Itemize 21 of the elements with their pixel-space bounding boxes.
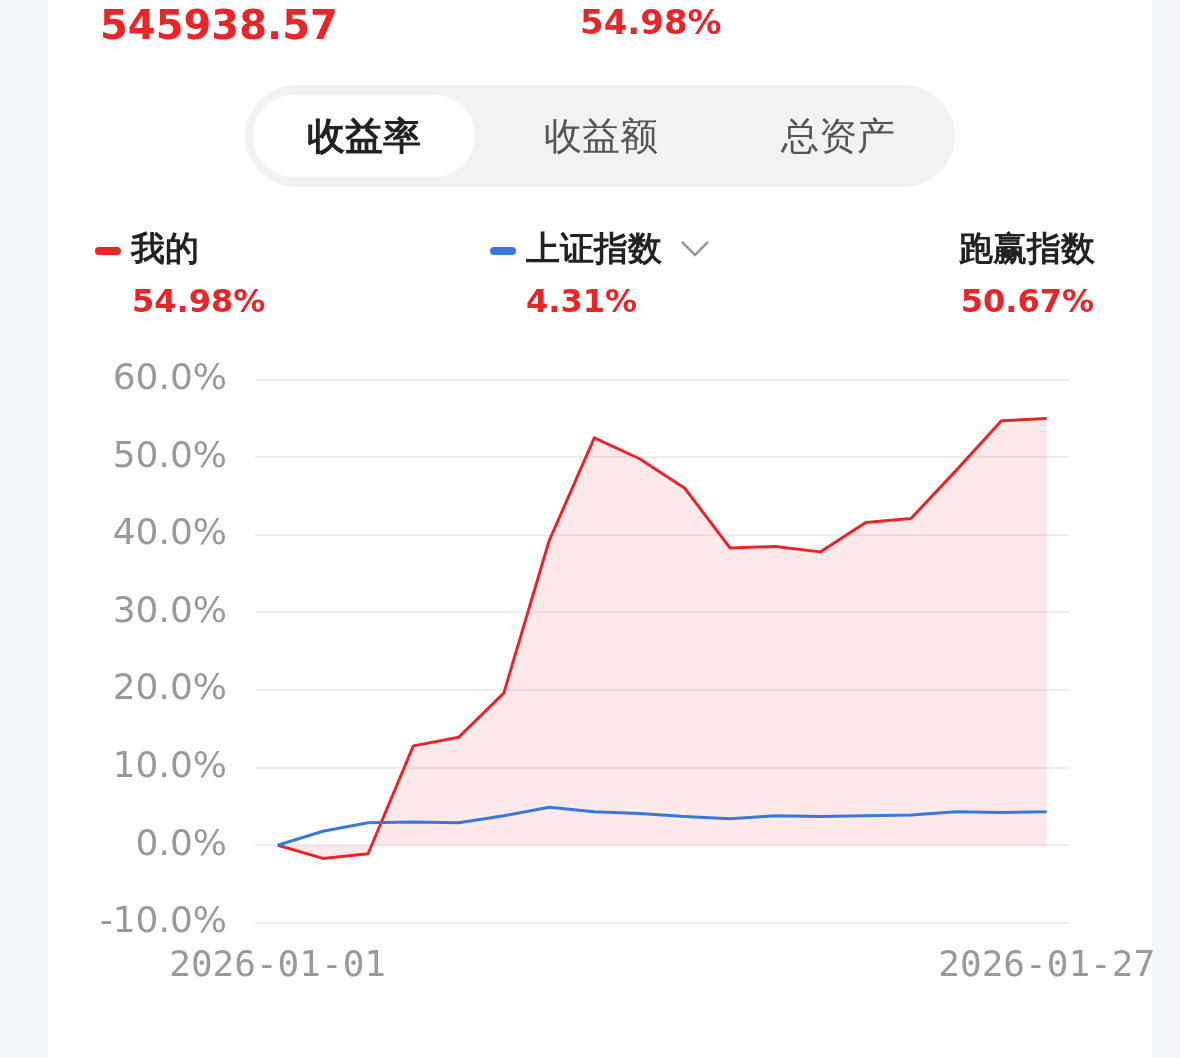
y-tick-label: 20.0% (112, 666, 227, 708)
text: 收益率 (253, 95, 475, 177)
text: 总资产 (780, 113, 896, 160)
y-tick-label: 60.0% (112, 355, 227, 397)
text: 545938.57 (100, 2, 338, 48)
y-tick-label: 50.0% (112, 433, 227, 475)
y-tick-label: 40.0% (112, 511, 227, 553)
y-tick-label: 0.0% (135, 821, 227, 863)
x-tick-label: 2026-01-27 (938, 942, 1156, 984)
text: 54.98% (580, 2, 722, 42)
x-tick-label: 2026-01-01 (169, 942, 386, 984)
text: 收益额 (543, 113, 659, 160)
legend-label: 我的 (129, 227, 199, 270)
text: 跑赢指数 (959, 227, 1095, 270)
y-tick-label: -10.0% (99, 899, 227, 941)
text: 50.67% (960, 282, 1094, 320)
text: 54.98% (132, 282, 266, 320)
legend-label: 上证指数 (525, 227, 662, 270)
y-tick-label: 30.0% (112, 588, 227, 630)
y-tick-label: 10.0% (112, 743, 227, 785)
text: 4.31% (526, 282, 638, 320)
